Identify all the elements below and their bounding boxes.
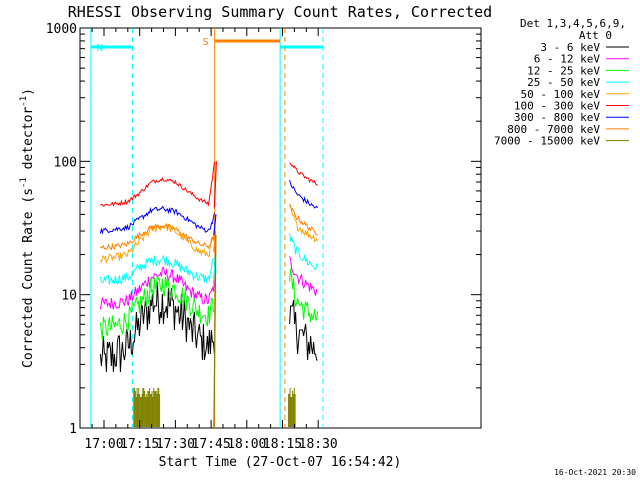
legend-label: 100 - 300 keV — [514, 100, 600, 113]
series-line-after — [289, 233, 319, 271]
series-25-50-kev — [99, 233, 319, 286]
x-tick-label: 17:45 — [192, 437, 231, 452]
flare-rise-line — [213, 230, 217, 252]
series-line-after — [289, 268, 319, 323]
x-tick-label: 17:15 — [120, 437, 159, 452]
series-3-6-kev — [99, 281, 318, 373]
y-tick-label: 100 — [54, 155, 77, 170]
legend-label: 7000 - 15000 keV — [494, 135, 600, 148]
series-line-before — [99, 281, 215, 373]
legend-label: 800 - 7000 keV — [507, 123, 600, 136]
chart-title: RHESSI Observing Summary Count Rates, Co… — [68, 3, 492, 21]
flag-label: S — [203, 37, 209, 48]
x-tick-label: 17:30 — [156, 437, 195, 452]
flare-rise-line — [213, 214, 217, 236]
series-800-7000-kev — [99, 203, 318, 251]
series-line-after — [289, 179, 319, 209]
y-axis: 1 10 100 1000 — [46, 22, 481, 437]
series-line-before — [99, 222, 215, 251]
series-12-25-kev — [99, 268, 319, 340]
x-tick-label: 18:15 — [263, 437, 302, 452]
y-tick-label: 10 — [61, 289, 77, 304]
legend-header-attenuator: Att 0 — [579, 29, 612, 42]
y-axis-label-exp1: -1 — [19, 177, 29, 188]
y-axis-label-mid: detector — [21, 107, 36, 178]
series-100-300-kev — [100, 161, 318, 207]
legend-label: 6 - 12 keV — [534, 53, 601, 66]
attenuator-bars — [133, 388, 296, 427]
timestamp: 16-Oct-2021 20:30 — [554, 468, 636, 477]
y-tick-label: 1 — [69, 422, 77, 437]
series-line-before — [99, 205, 215, 235]
legend-label: 12 - 25 keV — [527, 64, 600, 77]
legend-label: 300 - 800 keV — [514, 111, 600, 124]
y-axis-label-exp2: -1 — [19, 96, 29, 107]
series-line-before — [100, 161, 215, 207]
legend-label: 25 - 50 keV — [527, 76, 600, 89]
x-tick-label: 18:30 — [299, 437, 338, 452]
series-line-after — [289, 203, 318, 236]
flag-bars: NS — [90, 37, 323, 54]
series-line-before — [99, 274, 215, 340]
legend-header-detectors: Det 1,3,4,5,6,9, — [520, 17, 626, 30]
series-300-800-kev — [99, 179, 319, 235]
series-line-after — [289, 256, 318, 296]
series-line-before — [99, 223, 215, 265]
series-50-100-kev — [99, 204, 319, 265]
x-tick-label: 17:00 — [84, 437, 123, 452]
y-tick-label: 1000 — [46, 22, 77, 37]
flag-label: N — [97, 43, 103, 54]
flare-rise-line — [213, 161, 217, 208]
legend-label: 3 - 6 keV — [540, 41, 600, 54]
legend-label: 50 - 100 keV — [521, 88, 601, 101]
flare-rise-line — [213, 235, 217, 429]
series-line-after — [289, 162, 318, 186]
series-layer — [99, 161, 319, 429]
series-line-after — [289, 204, 319, 243]
y-axis-label-main: Corrected Count Rate (s — [21, 188, 36, 368]
x-axis-label: Start Time (27-Oct-07 16:54:42) — [159, 455, 402, 470]
y-axis-label-end: ) — [21, 88, 36, 96]
series-line-after — [289, 299, 318, 361]
series-line-before — [99, 254, 215, 286]
y-axis-label: Corrected Count Rate (s-1 detector-1) — [19, 88, 36, 368]
x-tick-label: 18:00 — [227, 437, 266, 452]
